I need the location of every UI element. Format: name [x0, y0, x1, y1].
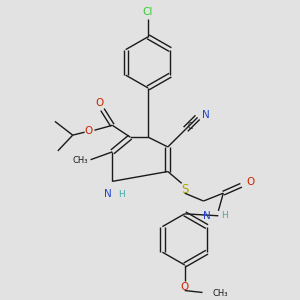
Text: O: O	[181, 282, 189, 292]
Text: O: O	[95, 98, 104, 108]
Text: H: H	[221, 211, 228, 220]
Text: CH₃: CH₃	[212, 289, 228, 298]
Text: N: N	[103, 189, 111, 199]
Text: CH₃: CH₃	[73, 156, 88, 165]
Text: N: N	[202, 110, 209, 121]
Text: Cl: Cl	[143, 7, 153, 17]
Text: O: O	[246, 177, 254, 187]
Text: C: C	[188, 122, 193, 131]
Text: S: S	[181, 183, 188, 196]
Text: O: O	[84, 126, 93, 136]
Text: H: H	[118, 190, 125, 199]
Text: N: N	[203, 211, 210, 221]
